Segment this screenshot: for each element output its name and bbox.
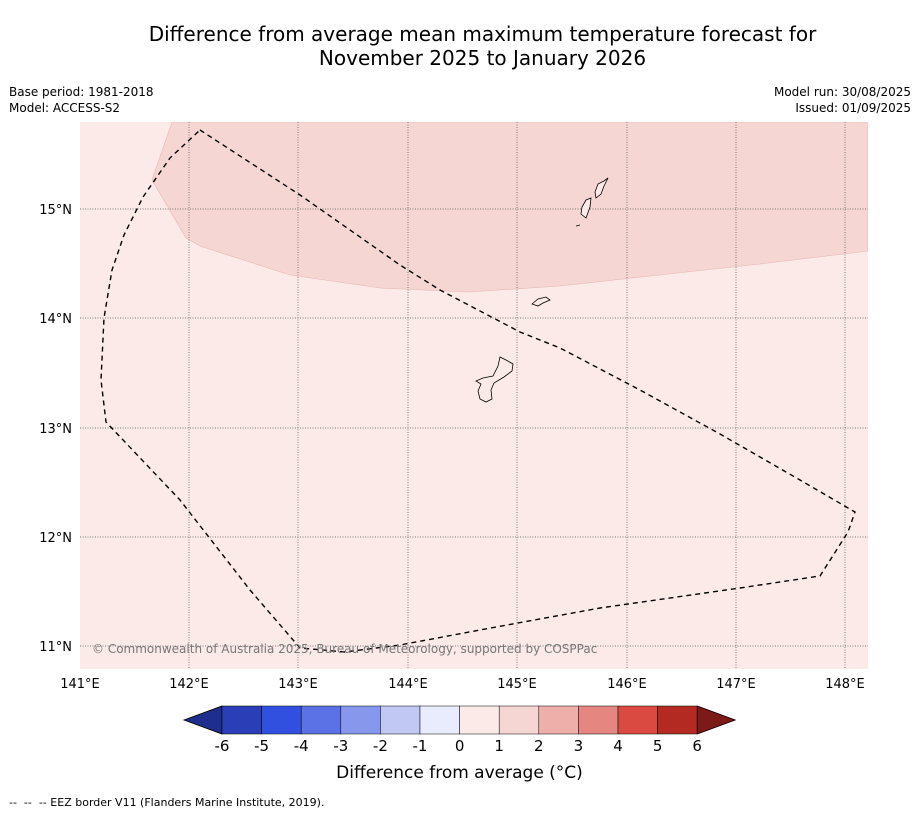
colorbar-tick-label: -3 bbox=[333, 737, 348, 755]
lat-label-15: 15°N bbox=[39, 203, 72, 218]
colorbar-tick-label: 3 bbox=[574, 737, 584, 755]
lon-label-147: 147°E bbox=[716, 677, 756, 692]
colorbar-swatch bbox=[617, 705, 658, 735]
map-canvas: © Commonwealth of Australia 2025, Bureau… bbox=[39, 122, 868, 755]
meta-right: Model run: 30/08/2025 Issued: 01/09/2025 bbox=[774, 84, 911, 116]
anomaly-region-high bbox=[151, 122, 868, 293]
lon-label-141: 141°E bbox=[60, 677, 100, 692]
lat-label-12: 12°N bbox=[39, 531, 72, 546]
lon-label-145: 145°E bbox=[497, 677, 537, 692]
lat-label-14: 14°N bbox=[39, 312, 72, 327]
colorbar-tick-label: 0 bbox=[455, 737, 465, 755]
colorbar-tick-label: 4 bbox=[613, 737, 623, 755]
lon-label-142: 142°E bbox=[169, 677, 209, 692]
island-aguijan bbox=[575, 224, 581, 227]
colorbar-tick-label: 2 bbox=[534, 737, 544, 755]
colorbar-tick-label: -2 bbox=[373, 737, 388, 755]
colorbar-tick-label: -1 bbox=[413, 737, 428, 755]
colorbar-swatch bbox=[221, 705, 262, 735]
colorbar-swatch bbox=[419, 705, 460, 735]
colorbar-swatch bbox=[340, 705, 381, 735]
colorbar-tick-label: 6 bbox=[692, 737, 702, 755]
eez-border bbox=[100, 129, 856, 653]
islands bbox=[475, 177, 609, 403]
colorbar-swatch bbox=[261, 705, 302, 735]
colorbar-swatch bbox=[300, 705, 342, 735]
island-tinian bbox=[580, 197, 592, 219]
colorbar-tick-label: -5 bbox=[254, 737, 269, 755]
colorbar-swatch bbox=[657, 705, 698, 735]
island-guam bbox=[475, 356, 514, 403]
eez-footnote: -- -- -- EEZ border V11 (Flanders Marine… bbox=[9, 796, 325, 809]
colorbar-tick-label: 1 bbox=[494, 737, 504, 755]
model-name: Model: ACCESS-S2 bbox=[9, 101, 121, 115]
colorbar-swatch bbox=[380, 705, 421, 735]
colorbar-extend-high bbox=[696, 705, 737, 735]
copyright-text: © Commonwealth of Australia 2025, Bureau… bbox=[92, 642, 597, 656]
colorbar-extend-low bbox=[182, 705, 223, 735]
colorbar-swatch bbox=[459, 705, 500, 735]
lon-label-146: 146°E bbox=[607, 677, 647, 692]
issued-date: Issued: 01/09/2025 bbox=[795, 101, 911, 115]
lat-labels: 15°N 14°N 13°N 12°N 11°N bbox=[39, 203, 72, 655]
colorbar-swatch bbox=[578, 705, 619, 735]
island-saipan bbox=[594, 177, 609, 199]
title-line-2: November 2025 to January 2026 bbox=[318, 46, 647, 70]
map-title: Difference from average mean maximum tem… bbox=[0, 22, 919, 70]
colorbar-tick-label: -4 bbox=[294, 737, 309, 755]
graticule bbox=[80, 122, 868, 669]
colorbar-swatch bbox=[538, 705, 579, 735]
lon-label-143: 143°E bbox=[278, 677, 318, 692]
title-line-1: Difference from average mean maximum tem… bbox=[148, 22, 817, 46]
model-run: Model run: 30/08/2025 bbox=[773, 85, 911, 99]
colorbar-label: Difference from average (°C) bbox=[336, 763, 583, 783]
lon-label-144: 144°E bbox=[388, 677, 428, 692]
colorbar: -6 -5 -4 -3 -2 -1 0 1 2 3 4 5 6 bbox=[182, 705, 737, 755]
colorbar-tick-label: 5 bbox=[653, 737, 663, 755]
lon-labels: 141°E 142°E 143°E 144°E 145°E 146°E 147°… bbox=[60, 677, 865, 692]
colorbar-tick-label: -6 bbox=[215, 737, 230, 755]
lat-label-13: 13°N bbox=[39, 422, 72, 437]
colorbar-swatch bbox=[498, 705, 540, 735]
island-rota bbox=[531, 296, 551, 307]
lat-label-11: 11°N bbox=[39, 640, 72, 655]
base-period: Base period: 1981-2018 bbox=[9, 85, 154, 99]
lon-label-148: 148°E bbox=[825, 677, 865, 692]
meta-left: Base period: 1981-2018 Model: ACCESS-S2 bbox=[9, 84, 154, 116]
